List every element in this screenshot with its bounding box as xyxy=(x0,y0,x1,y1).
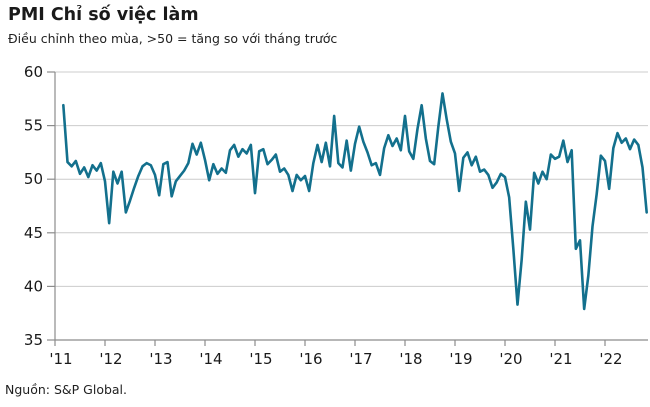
svg-text:'16: '16 xyxy=(299,350,322,368)
svg-text:40: 40 xyxy=(24,277,43,295)
svg-text:60: 60 xyxy=(24,63,43,81)
svg-text:'22: '22 xyxy=(599,350,622,368)
svg-text:'19: '19 xyxy=(449,350,472,368)
chart-title: PMI Chỉ số việc làm xyxy=(8,5,199,25)
svg-text:'18: '18 xyxy=(399,350,422,368)
chart-source: Nguồn: S&P Global. xyxy=(5,382,128,397)
pmi-data-line xyxy=(62,92,648,311)
svg-text:35: 35 xyxy=(24,331,43,349)
svg-text:'12: '12 xyxy=(99,350,122,368)
svg-text:'20: '20 xyxy=(499,350,522,368)
svg-text:'13: '13 xyxy=(149,350,172,368)
axis-tick-labels: 35 40 45 50 55 60 '11 '12 '13 '14 '15 '16 '17 '18 '19 '… xyxy=(24,63,623,368)
svg-text:45: 45 xyxy=(24,224,43,242)
gridlines xyxy=(55,71,648,287)
svg-text:'14: '14 xyxy=(199,350,222,368)
svg-text:'21: '21 xyxy=(549,350,572,368)
svg-text:'15: '15 xyxy=(249,350,272,368)
svg-text:55: 55 xyxy=(24,117,43,135)
svg-text:50: 50 xyxy=(24,170,43,188)
chart-subtitle: Điều chỉnh theo mùa, >50 = tăng so với t… xyxy=(8,31,338,46)
svg-text:'11: '11 xyxy=(49,350,72,368)
axes xyxy=(47,71,648,346)
svg-text:'17: '17 xyxy=(349,350,372,368)
